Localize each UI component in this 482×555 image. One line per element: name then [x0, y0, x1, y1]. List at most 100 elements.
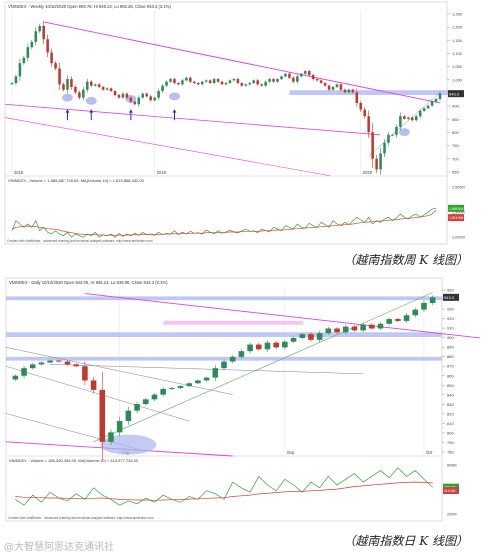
y-tick-label: 830 [447, 402, 454, 407]
candle-body [387, 134, 390, 143]
candle-body [82, 366, 88, 381]
candle-body [73, 364, 79, 367]
candle-body [105, 88, 109, 90]
candle-body [264, 342, 271, 350]
volume-y-tick-label: 1,000M [452, 236, 465, 240]
candle-body [282, 341, 288, 348]
candle-body [34, 31, 38, 42]
candle-body [292, 77, 295, 82]
y-tick-label: 1,050 [452, 64, 463, 69]
candle-body [411, 117, 414, 121]
candle-body [264, 81, 267, 86]
candle-body [22, 57, 26, 64]
candle-body [331, 87, 335, 90]
candle-body [296, 76, 299, 82]
volume-line [15, 467, 433, 506]
candle-body [42, 25, 45, 40]
candle-body [66, 79, 69, 90]
candle-body [203, 377, 210, 381]
volume-y-tick-label: 200M [447, 513, 457, 517]
x-tick-label: Sep [287, 450, 295, 455]
candle-body [343, 89, 347, 93]
candle-body [351, 326, 358, 331]
chart-footer: Created with AmiBroker - advanced charti… [8, 516, 154, 520]
candle-body [169, 79, 172, 82]
candle-body [268, 79, 271, 82]
candle-body [30, 41, 34, 48]
candle-body [200, 81, 204, 85]
y-tick-label: 880 [447, 354, 454, 359]
uptrend-line [93, 292, 433, 443]
candle-body [54, 63, 57, 69]
y-tick-label: 650 [452, 170, 459, 175]
candle-body [50, 52, 53, 64]
candle-body [193, 81, 196, 84]
candle-body [185, 77, 188, 81]
y-tick-label: 1,100 [452, 51, 463, 56]
mid-trendline [4, 103, 381, 136]
candle-body [133, 101, 137, 105]
candle-body [165, 81, 168, 86]
candle-body [412, 309, 419, 316]
y-tick-label: 800 [452, 130, 459, 135]
y-tick-label: 920 [447, 316, 454, 321]
volume-value-label: 1,869.9M [449, 207, 463, 211]
candle-body [208, 80, 212, 84]
candle-body [177, 83, 180, 85]
candle-body [129, 97, 133, 102]
support-touch-marker [85, 96, 97, 105]
candle-body [244, 84, 248, 86]
volume-y-tick-label: 1,500M [452, 211, 465, 215]
support-touch-marker [168, 92, 180, 101]
candle-body [47, 360, 53, 363]
x-tick-label: Oct [426, 450, 433, 455]
candle-body [195, 380, 201, 384]
resistance-zone [163, 320, 304, 325]
candle-body [141, 93, 145, 98]
candle-body [379, 153, 382, 170]
candle-body [359, 102, 363, 110]
last-price-box [443, 293, 459, 301]
candle-body [386, 319, 392, 324]
candle-body [113, 91, 117, 95]
candle-body [355, 92, 359, 103]
candle-body [145, 93, 149, 97]
weekly-caption: （越南指数周 K 线图） [343, 253, 468, 267]
candle-body [363, 109, 366, 117]
x-tick-label: 2019 [157, 170, 167, 175]
candle-body [224, 83, 228, 85]
chart-footer: Created with AmiBroker - advanced charti… [7, 239, 153, 243]
candle-body [421, 303, 427, 310]
x-tick-label: 2018 [14, 170, 24, 175]
candle-body [272, 79, 275, 82]
candle-body [173, 79, 176, 84]
y-tick-label: 1,200 [452, 25, 463, 30]
candle-body [93, 84, 97, 86]
candle-body [90, 380, 97, 390]
candle-body [414, 116, 418, 121]
candle-body [284, 73, 287, 77]
candle-body [97, 84, 101, 88]
candle-body [70, 79, 73, 88]
y-tick-label: 1,250 [452, 12, 463, 17]
up-arrow-head-icon [172, 109, 177, 113]
candle-body [216, 79, 220, 82]
candle-body [377, 323, 384, 329]
candle-body [252, 80, 256, 84]
candle-body [221, 361, 227, 369]
candle-body [56, 360, 62, 362]
daily-chart-svg: VNINDEX - Daily 10/10/2020 Open 944.05, … [5, 277, 481, 522]
candle-body [395, 126, 398, 135]
candle-body [121, 93, 125, 98]
y-tick-label: 810 [447, 421, 454, 426]
candle-body [220, 81, 224, 85]
candle-body [29, 364, 36, 369]
candle-body [375, 158, 378, 170]
chart-header: VNINDEX - Daily 10/10/2020 Open 944.05, … [9, 280, 168, 285]
candle-body [303, 71, 307, 74]
y-tick-label: 750 [452, 143, 459, 148]
y-tick-label: 900 [452, 104, 459, 109]
volume-header: VNINDEX - Volume = 385,390,304.00, MA(Vo… [9, 458, 139, 463]
candle-body [134, 404, 140, 411]
candle-body [161, 85, 164, 92]
